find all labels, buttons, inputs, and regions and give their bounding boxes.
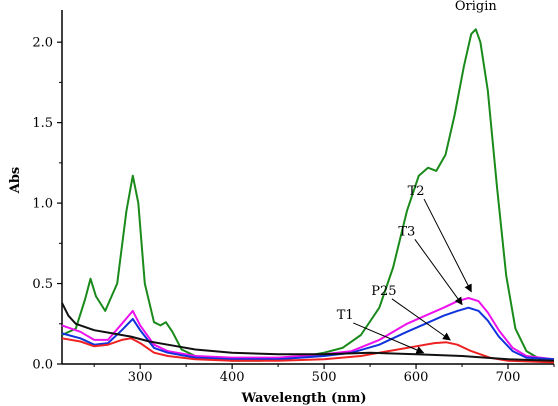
x-tick-label: 300 <box>128 370 153 385</box>
series-line-origin <box>61 28 555 362</box>
annotation-arrow-t3 <box>414 238 463 306</box>
x-tick-label: 700 <box>496 370 521 385</box>
y-tick-label: 1.5 <box>32 116 53 131</box>
x-tick-label: 400 <box>220 370 245 385</box>
x-axis-title: Wavelength (nm) <box>241 391 367 406</box>
annotation-label-t1: T1 <box>337 308 354 323</box>
annotation-label-t3: T3 <box>398 224 415 239</box>
axes-layer: 300 400 500 600 700 0.0 0.5 1.0 1.5 2.0 <box>32 36 555 385</box>
series-line-p25 <box>61 337 555 364</box>
x-tick-label: 600 <box>404 370 429 385</box>
annotation-label-p25: P25 <box>371 284 396 299</box>
y-tick-label: 0.0 <box>32 358 53 373</box>
x-tick-label: 500 <box>312 370 337 385</box>
y-tick-label: 1.0 <box>32 197 53 212</box>
annotation-label-t2: T2 <box>408 184 425 199</box>
annotation-arrow-t1 <box>353 322 425 354</box>
y-tick-label: 0.5 <box>32 277 53 292</box>
y-axis-title: Abs <box>8 167 23 195</box>
annotation-arrow-p25 <box>391 298 451 341</box>
annotation-arrow-t2 <box>423 198 472 293</box>
series-line-t2 <box>61 297 555 361</box>
annotation-label-origin: Origin <box>455 0 498 14</box>
annotation-layer: Origin T2 T3 P25 T1 <box>337 0 498 354</box>
series-layer <box>61 28 555 364</box>
series-line-t1 <box>61 302 555 362</box>
y-tick-label: 2.0 <box>32 36 53 51</box>
